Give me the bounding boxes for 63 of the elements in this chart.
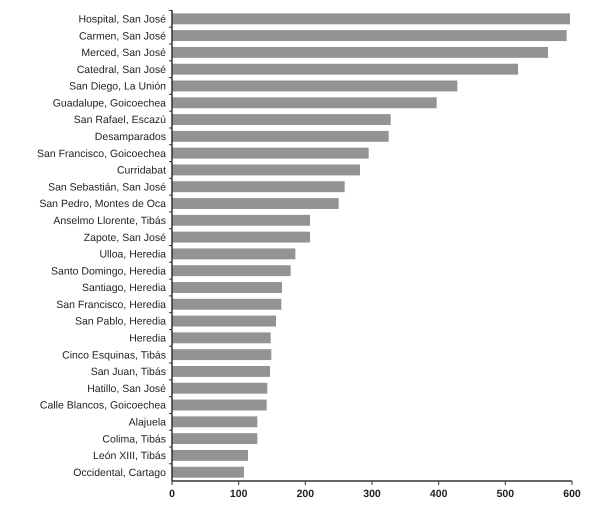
y-tick-label: San Pedro, Montes de Oca: [39, 198, 166, 210]
bar: [172, 248, 296, 260]
y-tick-label: Curridabat: [116, 164, 166, 177]
bar: [172, 130, 389, 142]
y-tick-label: Carmen, San José: [79, 30, 166, 42]
y-tick-label: Occidental, Cartago: [73, 466, 166, 479]
bar: [172, 148, 369, 159]
bar: [172, 298, 282, 310]
bar: [172, 450, 248, 461]
bar: [172, 80, 458, 92]
y-tick-label: Catedral, San José: [76, 64, 166, 76]
x-tick-label: 0: [169, 488, 176, 500]
y-tick-label: Colima, Tibás: [102, 433, 166, 446]
y-tick-label: San Francisco, Heredia: [56, 298, 166, 311]
bar: [172, 349, 272, 360]
bar: [172, 64, 518, 75]
bar: [172, 316, 276, 327]
bar: [172, 46, 548, 58]
x-tick-label: 100: [230, 488, 248, 500]
y-tick-label: San Francisco, Goicoechea: [37, 148, 166, 160]
bar: [172, 232, 310, 243]
x-tick-label: 300: [363, 488, 381, 500]
bar: [172, 433, 258, 444]
x-tick-label: 600: [563, 488, 581, 500]
bar: [172, 282, 282, 293]
y-tick-label: Zapote, San José: [84, 232, 166, 244]
bar: [172, 416, 258, 428]
y-tick-label: Cinco Esquinas, Tibás: [62, 349, 166, 362]
x-tick-label: 500: [496, 488, 514, 500]
y-tick-label: Guadalupe, Goicoechea: [52, 97, 166, 110]
y-tick-label: Anselmo Llorente, Tibás: [53, 214, 166, 227]
y-tick-label: Hatillo, San José: [87, 382, 166, 395]
bar: [172, 332, 271, 344]
y-tick-label: Desamparados: [94, 131, 166, 144]
y-tick-label: San Diego, La Unión: [69, 80, 166, 93]
bar: [172, 400, 267, 410]
bar: [172, 366, 270, 377]
bar: [172, 214, 310, 226]
bar: [172, 181, 345, 192]
bar: [172, 13, 570, 24]
y-tick-label: Merced, San José: [81, 47, 166, 60]
y-tick-label: Alajuela: [128, 416, 166, 428]
bar: [172, 30, 567, 42]
bar: [172, 382, 268, 394]
x-tick-label: 200: [296, 488, 314, 500]
y-tick-label: San Pablo, Heredia: [74, 316, 166, 328]
bar: [172, 466, 244, 478]
y-tick-label: San Sebastián, San José: [48, 181, 166, 194]
bar: [172, 265, 291, 276]
y-tick-label: León XIII, Tibás: [93, 450, 166, 462]
y-tick-label: Ulloa, Heredia: [99, 248, 166, 261]
x-tick-label: 400: [430, 488, 448, 500]
y-tick-label: Hospital, San José: [78, 13, 166, 26]
y-tick-label: San Rafael, Escazú: [74, 114, 166, 126]
bar: [172, 97, 437, 108]
bar: [172, 198, 339, 209]
y-tick-label: Santiago, Heredia: [82, 282, 166, 294]
y-tick-label: Heredia: [129, 332, 166, 345]
bar: [172, 114, 391, 126]
y-tick-label: San Juan, Tibás: [90, 366, 166, 378]
y-tick-label: Calle Blancos, Goicoechea: [40, 400, 166, 412]
y-tick-label: Santo Domingo, Heredia: [51, 265, 166, 278]
bar: [172, 164, 360, 176]
